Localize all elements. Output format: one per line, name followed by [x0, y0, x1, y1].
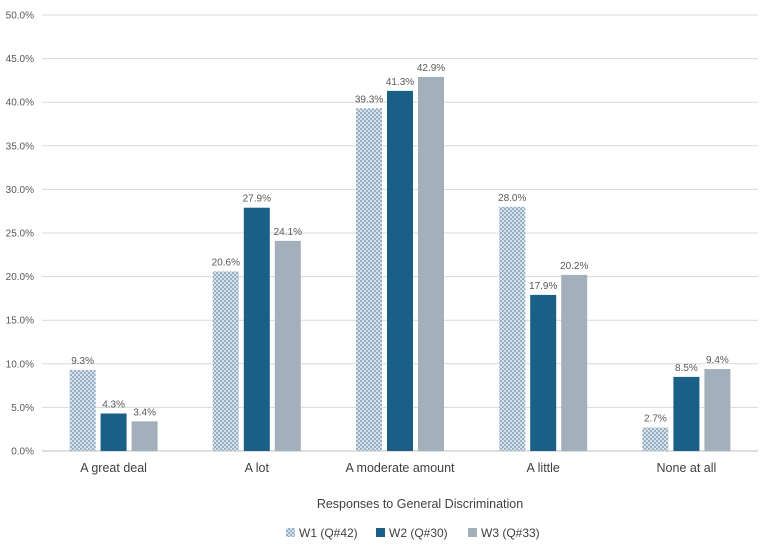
data-label: 27.9%: [243, 194, 271, 205]
legend: W1 (Q#42) W2 (Q#30) W3 (Q#33): [286, 526, 540, 540]
y-tick-label: 35.0%: [6, 141, 34, 152]
bar-1-3: [356, 108, 382, 451]
y-tick-label: 10.0%: [6, 359, 34, 370]
bar-1-2: [212, 271, 239, 451]
data-label: 9.4%: [706, 355, 729, 366]
data-label: 42.9%: [417, 63, 445, 74]
category-label: A moderate amount: [345, 461, 455, 475]
bar-1-1: [69, 369, 96, 451]
data-label: 20.6%: [212, 257, 240, 268]
y-tick-label: 15.0%: [6, 316, 34, 327]
y-tick-label: 30.0%: [6, 185, 34, 196]
y-axis-ticks: 0.0% 5.0% 10.0% 15.0% 20.0% 25.0% 30.0% 35.0% 40…: [6, 11, 34, 458]
data-label: 4.3%: [102, 400, 125, 411]
legend-swatch: [286, 528, 295, 537]
bar-2-1: [100, 413, 127, 451]
bar-3-4: [561, 274, 588, 451]
data-label: 28.0%: [498, 193, 526, 204]
bar-1-5: [642, 427, 669, 451]
x-axis-title: Responses to General Discrimination: [317, 497, 523, 511]
data-label: 39.3%: [355, 94, 383, 105]
bar-3-2: [274, 240, 301, 451]
y-tick-label: 40.0%: [6, 98, 34, 109]
y-tick-label: 5.0%: [11, 403, 34, 414]
bar-2-5: [673, 376, 700, 451]
category-label: A lot: [245, 461, 270, 475]
legend-swatch: [468, 528, 477, 537]
data-label: 24.1%: [274, 227, 302, 238]
bar-2-3: [387, 90, 413, 451]
bar-2-2: [243, 207, 270, 451]
bar-3-1: [131, 421, 158, 451]
data-labels: 9.3% 4.3% 3.4% 20.6% 27.9% 24.1% 39.3%41.3%42.…: [71, 63, 729, 425]
y-tick-label: 45.0%: [6, 54, 34, 65]
bars: [69, 76, 731, 452]
y-tick-label: 0.0%: [11, 447, 34, 458]
legend-swatch: [376, 528, 385, 537]
data-label: 20.2%: [560, 261, 588, 272]
y-tick-label: 25.0%: [6, 229, 34, 240]
bar-3-5: [704, 369, 731, 451]
bar-1-4: [499, 206, 526, 451]
category-label: A little: [527, 461, 560, 475]
data-label: 8.5%: [675, 363, 698, 374]
category-label: None at all: [657, 461, 717, 475]
bar-3-3: [418, 76, 444, 452]
bar-2-4: [530, 294, 557, 451]
x-axis-categories: A great deal A lot A moderate amount A litt…: [80, 461, 716, 475]
data-label: 17.9%: [529, 281, 557, 292]
data-label: 3.4%: [133, 407, 156, 418]
category-label: A great deal: [80, 461, 147, 475]
y-tick-label: 20.0%: [6, 272, 34, 283]
data-label: 41.3%: [386, 77, 414, 88]
legend-label: W1 (Q#42): [299, 526, 358, 540]
data-label: 2.7%: [644, 413, 667, 424]
data-label: 9.3%: [71, 356, 94, 367]
y-tick-label: 50.0%: [6, 11, 34, 22]
legend-label: W3 (Q#33): [481, 526, 540, 540]
legend-label: W2 (Q#30): [389, 526, 448, 540]
